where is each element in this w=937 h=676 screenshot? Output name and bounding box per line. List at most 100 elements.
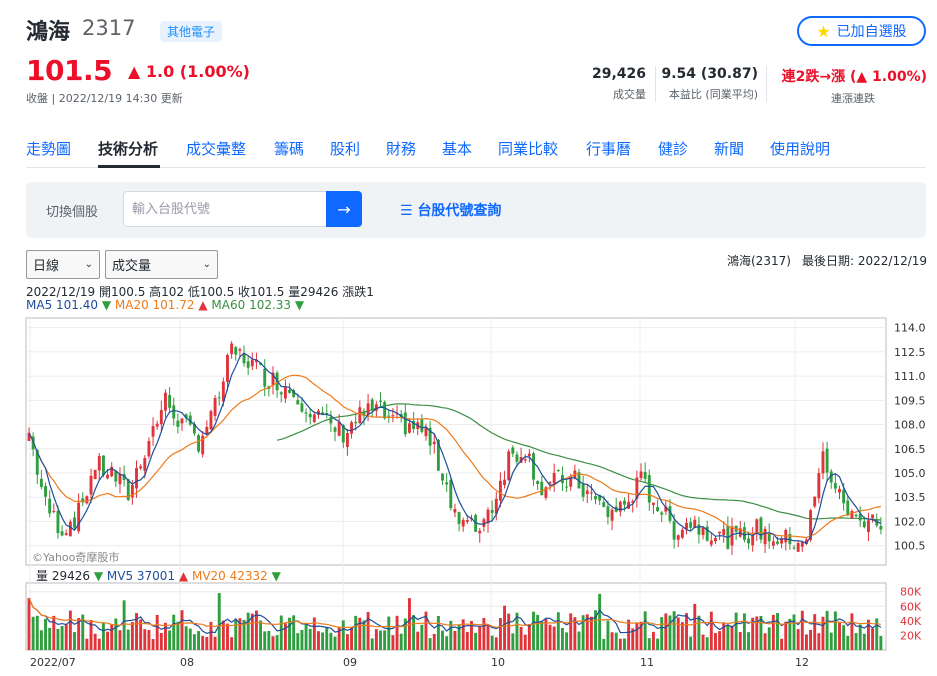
price-axis: 114.0 112.5 111.0 109.5 108.0 106.5 105.0 103.5… (894, 322, 926, 553)
volume-bars (27, 593, 883, 650)
volume-bar (197, 631, 200, 650)
candle-body (60, 531, 64, 536)
candle-body (602, 502, 606, 507)
code-lookup-link[interactable]: ☰ 台股代號查詢 (400, 200, 501, 220)
volume-bar (246, 612, 250, 650)
volume-bar (474, 632, 478, 650)
volume-bar (201, 636, 205, 650)
candle-body (453, 508, 457, 513)
mv20-label: MV20 42332 (191, 569, 268, 583)
volume-bar (164, 622, 167, 650)
search-submit-button[interactable]: → (326, 191, 362, 227)
volume-bar (412, 615, 416, 650)
volume-bar (81, 614, 85, 650)
tab-news[interactable]: 新聞 (714, 140, 745, 158)
candle-body (457, 512, 461, 524)
candle-body (395, 413, 399, 415)
candle-body (689, 522, 693, 528)
date-tick-label: 10 (491, 656, 505, 669)
tab-help[interactable]: 使用說明 (770, 140, 831, 158)
volume-bar (416, 631, 420, 650)
tab-finance[interactable]: 財務 (386, 140, 417, 158)
volume-bar (126, 629, 130, 650)
candle-body (412, 420, 416, 430)
industry-tag[interactable]: 其他電子 (160, 21, 223, 42)
volume-bar (631, 628, 635, 650)
stat-value: 9.54 (30.87) (661, 66, 759, 82)
candle-body (548, 482, 552, 484)
volume-bar (486, 625, 490, 650)
mv20-path (28, 597, 881, 629)
chevron-down-icon: ⌄ (202, 259, 211, 270)
candle-body (436, 440, 440, 471)
candle-body (643, 472, 647, 479)
volume-bar (445, 636, 449, 650)
candle-body (288, 389, 291, 393)
volume-bar (283, 623, 287, 650)
candle-body (664, 506, 668, 512)
volume-bar (308, 628, 312, 650)
volume-bar (709, 611, 713, 650)
candle-body (623, 500, 626, 505)
tab-trend[interactable]: 走勢圖 (26, 140, 72, 158)
volume-bar (759, 615, 763, 650)
candle-body (660, 512, 664, 515)
candle-body (345, 433, 349, 447)
volume-bar (68, 610, 72, 650)
candle-body (374, 404, 378, 411)
tab-calendar[interactable]: 行事曆 (586, 140, 632, 158)
date-tick-label: 08 (180, 656, 194, 669)
volume-bar (602, 638, 606, 650)
volume-bar (854, 633, 858, 650)
volume-bar (267, 630, 271, 650)
price-tick-label: 106.5 (894, 443, 926, 456)
candle-body (449, 480, 453, 509)
candle-body (89, 475, 93, 495)
volume-bar (846, 635, 850, 650)
volume-bar (610, 632, 614, 650)
volume-bar (399, 633, 403, 650)
candle-body (544, 487, 548, 498)
candle-body (27, 432, 31, 441)
candle-body (279, 392, 283, 395)
volume-bar (676, 617, 680, 650)
volume-bar (503, 605, 507, 650)
candle-body (676, 535, 680, 540)
volume-bar (312, 617, 316, 650)
candle-body (230, 343, 234, 355)
volume-bar (453, 630, 457, 650)
volume-bar (329, 632, 333, 650)
tab-health[interactable]: 健診 (658, 140, 689, 158)
watchlist-button[interactable]: ★ 已加自選股 (797, 16, 926, 46)
candle-body (168, 394, 172, 408)
ma20-label: MA20 101.72 (114, 298, 195, 312)
tab-peers[interactable]: 同業比較 (498, 140, 559, 158)
candle-body (825, 448, 829, 473)
stock-code-input[interactable] (123, 191, 327, 227)
volume-bar (871, 628, 875, 650)
candle-body (56, 511, 60, 533)
volume-bar (627, 619, 631, 650)
tab-dividend[interactable]: 股利 (330, 140, 361, 158)
volume-bar (288, 617, 291, 650)
tab-basic[interactable]: 基本 (442, 140, 473, 158)
candle-body (292, 390, 296, 397)
tab-chips[interactable]: 籌碼 (274, 140, 305, 158)
candle-body (490, 509, 494, 513)
candle-body (73, 517, 76, 528)
candle-body (308, 413, 312, 418)
period-select[interactable]: 日線 ⌄ (26, 250, 100, 279)
tab-trades[interactable]: 成交彙整 (186, 140, 247, 158)
volume-bar (374, 629, 378, 650)
volume-bar (651, 631, 655, 650)
candle-body (858, 513, 862, 521)
candle-body (85, 496, 89, 504)
indicator-select[interactable]: 成交量 ⌄ (105, 250, 218, 279)
tab-technical[interactable]: 技術分析 (98, 140, 159, 158)
volume-bar (747, 632, 750, 650)
volume-bar (159, 632, 163, 650)
candle-body (126, 479, 130, 500)
candle-body (366, 403, 370, 415)
candle-body (97, 455, 101, 471)
